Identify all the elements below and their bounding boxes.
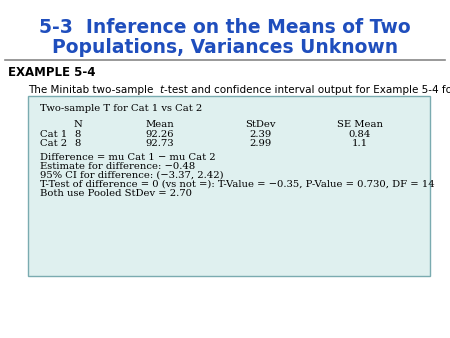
- Text: Cat 1: Cat 1: [40, 130, 67, 139]
- Text: 8: 8: [75, 139, 81, 148]
- Text: EXAMPLE 5-4: EXAMPLE 5-4: [8, 66, 95, 79]
- Text: Difference = mu Cat 1 − mu Cat 2: Difference = mu Cat 1 − mu Cat 2: [40, 153, 216, 162]
- Text: 92.73: 92.73: [146, 139, 174, 148]
- Text: -test and confidence interval output for Example 5-4 follows:: -test and confidence interval output for…: [164, 85, 450, 95]
- Text: T-Test of difference = 0 (vs not =): T-Value = −0.35, P-Value = 0.730, DF = 14: T-Test of difference = 0 (vs not =): T-V…: [40, 180, 435, 189]
- Text: Both use Pooled StDev = 2.70: Both use Pooled StDev = 2.70: [40, 189, 192, 198]
- Text: 0.84: 0.84: [349, 130, 371, 139]
- Text: Mean: Mean: [146, 120, 175, 129]
- Text: 5-3  Inference on the Means of Two: 5-3 Inference on the Means of Two: [39, 18, 411, 37]
- Text: StDev: StDev: [245, 120, 275, 129]
- Text: The Minitab two-sample: The Minitab two-sample: [28, 85, 157, 95]
- Text: 8: 8: [75, 130, 81, 139]
- Text: 95% CI for difference: (−3.37, 2.42): 95% CI for difference: (−3.37, 2.42): [40, 171, 224, 180]
- FancyBboxPatch shape: [28, 96, 430, 276]
- Text: Populations, Variances Unknown: Populations, Variances Unknown: [52, 38, 398, 57]
- Text: 92.26: 92.26: [146, 130, 174, 139]
- Text: N: N: [74, 120, 82, 129]
- Text: Cat 2: Cat 2: [40, 139, 67, 148]
- Text: Two-sample T for Cat 1 vs Cat 2: Two-sample T for Cat 1 vs Cat 2: [40, 104, 202, 113]
- Text: Estimate for difference: −0.48: Estimate for difference: −0.48: [40, 162, 195, 171]
- Text: t: t: [159, 85, 163, 95]
- Text: 2.99: 2.99: [249, 139, 271, 148]
- Text: SE Mean: SE Mean: [337, 120, 383, 129]
- Text: 1.1: 1.1: [352, 139, 368, 148]
- Text: 2.39: 2.39: [249, 130, 271, 139]
